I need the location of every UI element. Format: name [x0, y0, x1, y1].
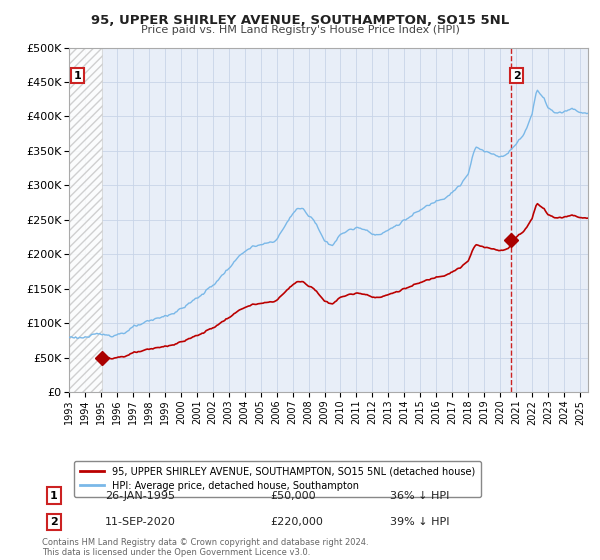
Text: 1: 1	[50, 491, 58, 501]
Text: Price paid vs. HM Land Registry's House Price Index (HPI): Price paid vs. HM Land Registry's House …	[140, 25, 460, 35]
Text: 11-SEP-2020: 11-SEP-2020	[105, 517, 176, 527]
Bar	[69, 48, 102, 392]
Text: 95, UPPER SHIRLEY AVENUE, SOUTHAMPTON, SO15 5NL: 95, UPPER SHIRLEY AVENUE, SOUTHAMPTON, S…	[91, 14, 509, 27]
Text: £50,000: £50,000	[270, 491, 316, 501]
Text: 36% ↓ HPI: 36% ↓ HPI	[390, 491, 449, 501]
Text: Contains HM Land Registry data © Crown copyright and database right 2024.
This d: Contains HM Land Registry data © Crown c…	[42, 538, 368, 557]
Text: 39% ↓ HPI: 39% ↓ HPI	[390, 517, 449, 527]
Text: 1: 1	[74, 71, 82, 81]
Text: 2: 2	[50, 517, 58, 527]
Text: 26-JAN-1995: 26-JAN-1995	[105, 491, 175, 501]
Text: 2: 2	[513, 71, 521, 81]
Text: £220,000: £220,000	[270, 517, 323, 527]
Legend: 95, UPPER SHIRLEY AVENUE, SOUTHAMPTON, SO15 5NL (detached house), HPI: Average p: 95, UPPER SHIRLEY AVENUE, SOUTHAMPTON, S…	[74, 460, 481, 497]
